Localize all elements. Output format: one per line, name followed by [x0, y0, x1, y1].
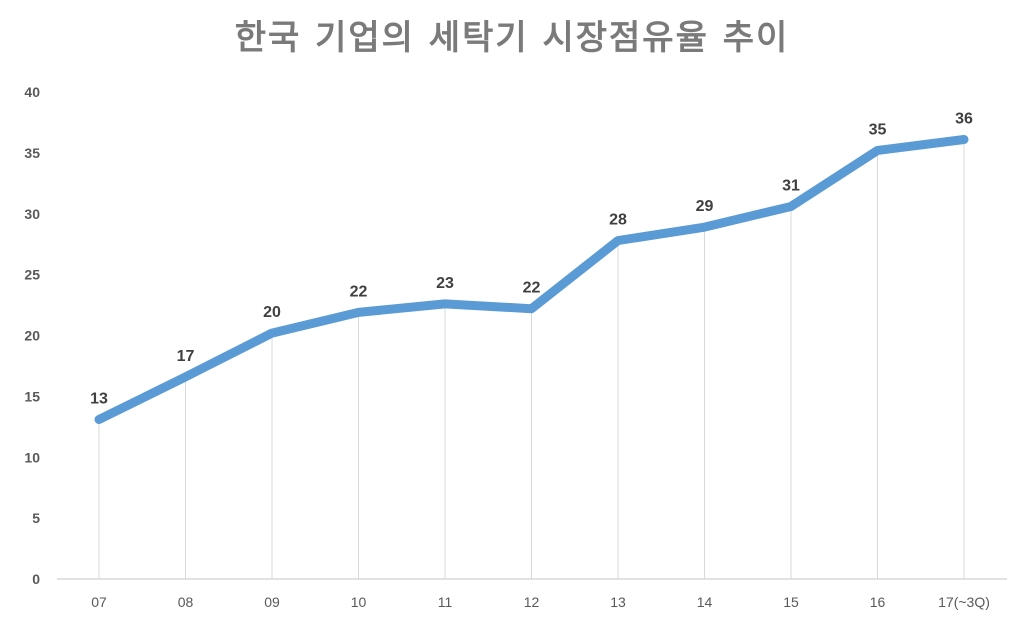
y-tick-label: 10: [24, 449, 40, 465]
category-drop-lines: [98, 139, 965, 579]
x-tick-label: 17(~3Q): [938, 594, 990, 610]
x-tick-label: 14: [697, 594, 713, 610]
x-tick-label: 07: [91, 594, 107, 610]
x-tick-label: 15: [783, 594, 799, 610]
data-label: 22: [350, 283, 368, 300]
x-axis-ticks: 07 08 09 10 11 12 13 14 15 16 17(~3Q): [91, 594, 990, 610]
data-label: 17: [177, 348, 195, 365]
x-tick-label: 10: [351, 594, 367, 610]
y-tick-label: 25: [24, 267, 40, 283]
y-tick-label: 20: [24, 328, 40, 344]
y-tick-label: 35: [24, 145, 40, 161]
y-tick-label: 40: [24, 84, 40, 100]
y-tick-label: 5: [32, 510, 40, 526]
x-tick-label: 13: [610, 594, 626, 610]
data-label: 31: [782, 177, 800, 194]
chart-title: 한국 기업의 세탁기 시장점유율 추이: [234, 18, 790, 58]
x-tick-label: 12: [524, 594, 540, 610]
x-tick-label: 11: [438, 594, 453, 610]
y-axis-ticks: 0 5 10 15 20 25 30 35 40: [24, 84, 40, 587]
data-label: 29: [696, 198, 714, 215]
data-label: 35: [869, 121, 887, 138]
data-label: 20: [263, 304, 281, 321]
data-label: 22: [523, 280, 541, 297]
x-tick-label: 08: [178, 594, 194, 610]
y-tick-label: 30: [24, 206, 40, 222]
series-line: [94, 134, 969, 425]
data-label: 28: [609, 212, 627, 229]
x-tick-label: 16: [870, 594, 886, 610]
data-label: 36: [955, 110, 973, 127]
data-label: 13: [90, 391, 108, 408]
y-tick-label: 0: [32, 571, 40, 587]
y-tick-label: 15: [24, 388, 40, 404]
data-label: 23: [436, 275, 454, 292]
data-labels: 13 17 20 22 23 22 28 29 31 35 36: [90, 110, 973, 407]
x-tick-label: 09: [264, 594, 280, 610]
